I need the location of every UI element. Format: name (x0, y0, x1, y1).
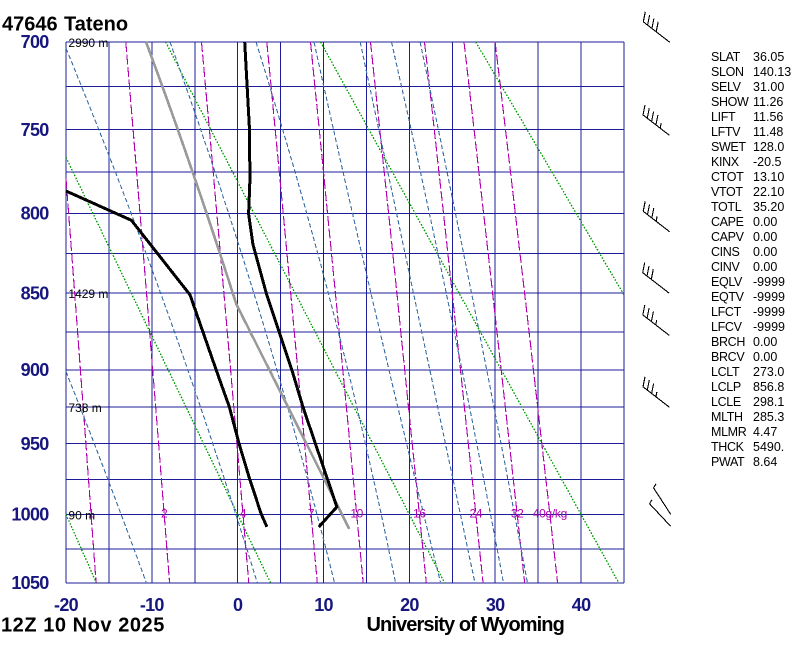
svg-text:2: 2 (161, 506, 168, 520)
svg-text:TOTL: TOTL (711, 200, 742, 214)
svg-text:KINX: KINX (711, 155, 740, 169)
svg-text:SHOW: SHOW (711, 95, 749, 109)
svg-text:MLTH: MLTH (711, 410, 743, 424)
svg-text:750: 750 (21, 120, 50, 140)
svg-text:1050: 1050 (11, 573, 49, 593)
svg-text:1000: 1000 (11, 505, 49, 525)
svg-text:1: 1 (88, 506, 95, 520)
svg-text:MLMR: MLMR (711, 425, 747, 439)
svg-text:CINV: CINV (711, 260, 740, 274)
svg-text:10: 10 (314, 595, 333, 615)
svg-text:LFCT: LFCT (711, 305, 742, 319)
svg-text:738 m: 738 m (68, 401, 101, 415)
svg-text:90 m: 90 m (68, 508, 95, 522)
svg-text:273.0: 273.0 (753, 365, 784, 379)
svg-text:0.00: 0.00 (753, 335, 777, 349)
svg-text:950: 950 (21, 434, 50, 454)
svg-text:SELV: SELV (711, 80, 742, 94)
svg-text:-10: -10 (140, 595, 165, 615)
svg-text:CINS: CINS (711, 245, 739, 259)
svg-text:285.3: 285.3 (753, 410, 784, 424)
svg-text:-9999: -9999 (753, 275, 785, 289)
svg-text:Tateno: Tateno (64, 13, 128, 35)
svg-text:128.0: 128.0 (753, 140, 784, 154)
svg-text:32: 32 (511, 506, 524, 520)
svg-text:BRCV: BRCV (711, 350, 745, 364)
svg-text:140.13: 140.13 (753, 65, 791, 79)
svg-text:35.20: 35.20 (753, 200, 784, 214)
svg-text:CAPV: CAPV (711, 230, 745, 244)
svg-text:0.00: 0.00 (753, 215, 777, 229)
svg-text:40g/kg: 40g/kg (533, 506, 567, 520)
svg-text:-9999: -9999 (753, 290, 785, 304)
svg-text:0: 0 (233, 595, 243, 615)
svg-text:THCK: THCK (711, 440, 745, 454)
svg-text:900: 900 (21, 360, 50, 380)
svg-text:24: 24 (470, 506, 483, 520)
svg-text:11.48: 11.48 (753, 125, 783, 139)
svg-text:40: 40 (572, 595, 591, 615)
svg-text:EQTV: EQTV (711, 290, 745, 304)
svg-text:30: 30 (486, 595, 505, 615)
svg-text:47646: 47646 (2, 13, 58, 35)
svg-text:CTOT: CTOT (711, 170, 744, 184)
svg-text:LCLE: LCLE (711, 395, 741, 409)
svg-text:4: 4 (240, 506, 247, 520)
svg-text:22.10: 22.10 (753, 185, 784, 199)
svg-text:LFTV: LFTV (711, 125, 741, 139)
svg-text:11.56: 11.56 (753, 110, 783, 124)
svg-text:CAPE: CAPE (711, 215, 744, 229)
svg-text:-20: -20 (54, 595, 79, 615)
svg-text:31.00: 31.00 (753, 80, 784, 94)
svg-text:0.00: 0.00 (753, 260, 777, 274)
svg-text:20: 20 (400, 595, 419, 615)
svg-text:SLAT: SLAT (711, 50, 741, 64)
svg-text:LIFT: LIFT (711, 110, 736, 124)
svg-text:-20.5: -20.5 (753, 155, 782, 169)
svg-text:-9999: -9999 (753, 320, 785, 334)
svg-text:VTOT: VTOT (711, 185, 743, 199)
svg-text:LFCV: LFCV (711, 320, 743, 334)
svg-text:-9999: -9999 (753, 305, 785, 319)
svg-text:EQLV: EQLV (711, 275, 743, 289)
svg-text:700: 700 (21, 32, 50, 52)
svg-text:LCLT: LCLT (711, 365, 740, 379)
svg-text:36.05: 36.05 (753, 50, 784, 64)
svg-text:800: 800 (21, 204, 50, 224)
svg-text:1429 m: 1429 m (68, 287, 108, 301)
svg-text:850: 850 (21, 283, 50, 303)
svg-text:SLON: SLON (711, 65, 744, 79)
svg-text:298.1: 298.1 (753, 395, 784, 409)
svg-text:0.00: 0.00 (753, 350, 777, 364)
svg-text:12Z 10 Nov 2025: 12Z 10 Nov 2025 (1, 615, 165, 637)
svg-text:LCLP: LCLP (711, 380, 741, 394)
svg-text:7: 7 (308, 506, 315, 520)
svg-text:BRCH: BRCH (711, 335, 745, 349)
svg-text:0.00: 0.00 (753, 245, 777, 259)
svg-text:8.64: 8.64 (753, 455, 777, 469)
svg-text:10: 10 (350, 506, 363, 520)
svg-text:13.10: 13.10 (753, 170, 784, 184)
svg-text:4.47: 4.47 (753, 425, 777, 439)
svg-text:SWET: SWET (711, 140, 746, 154)
svg-text:16: 16 (413, 506, 426, 520)
svg-text:2990 m: 2990 m (68, 36, 108, 50)
svg-text:PWAT: PWAT (711, 455, 745, 469)
svg-text:0.00: 0.00 (753, 230, 777, 244)
svg-text:856.8: 856.8 (753, 380, 784, 394)
svg-text:University of Wyoming: University of Wyoming (367, 614, 564, 636)
svg-text:11.26: 11.26 (753, 95, 783, 109)
svg-text:5490.: 5490. (753, 440, 784, 454)
